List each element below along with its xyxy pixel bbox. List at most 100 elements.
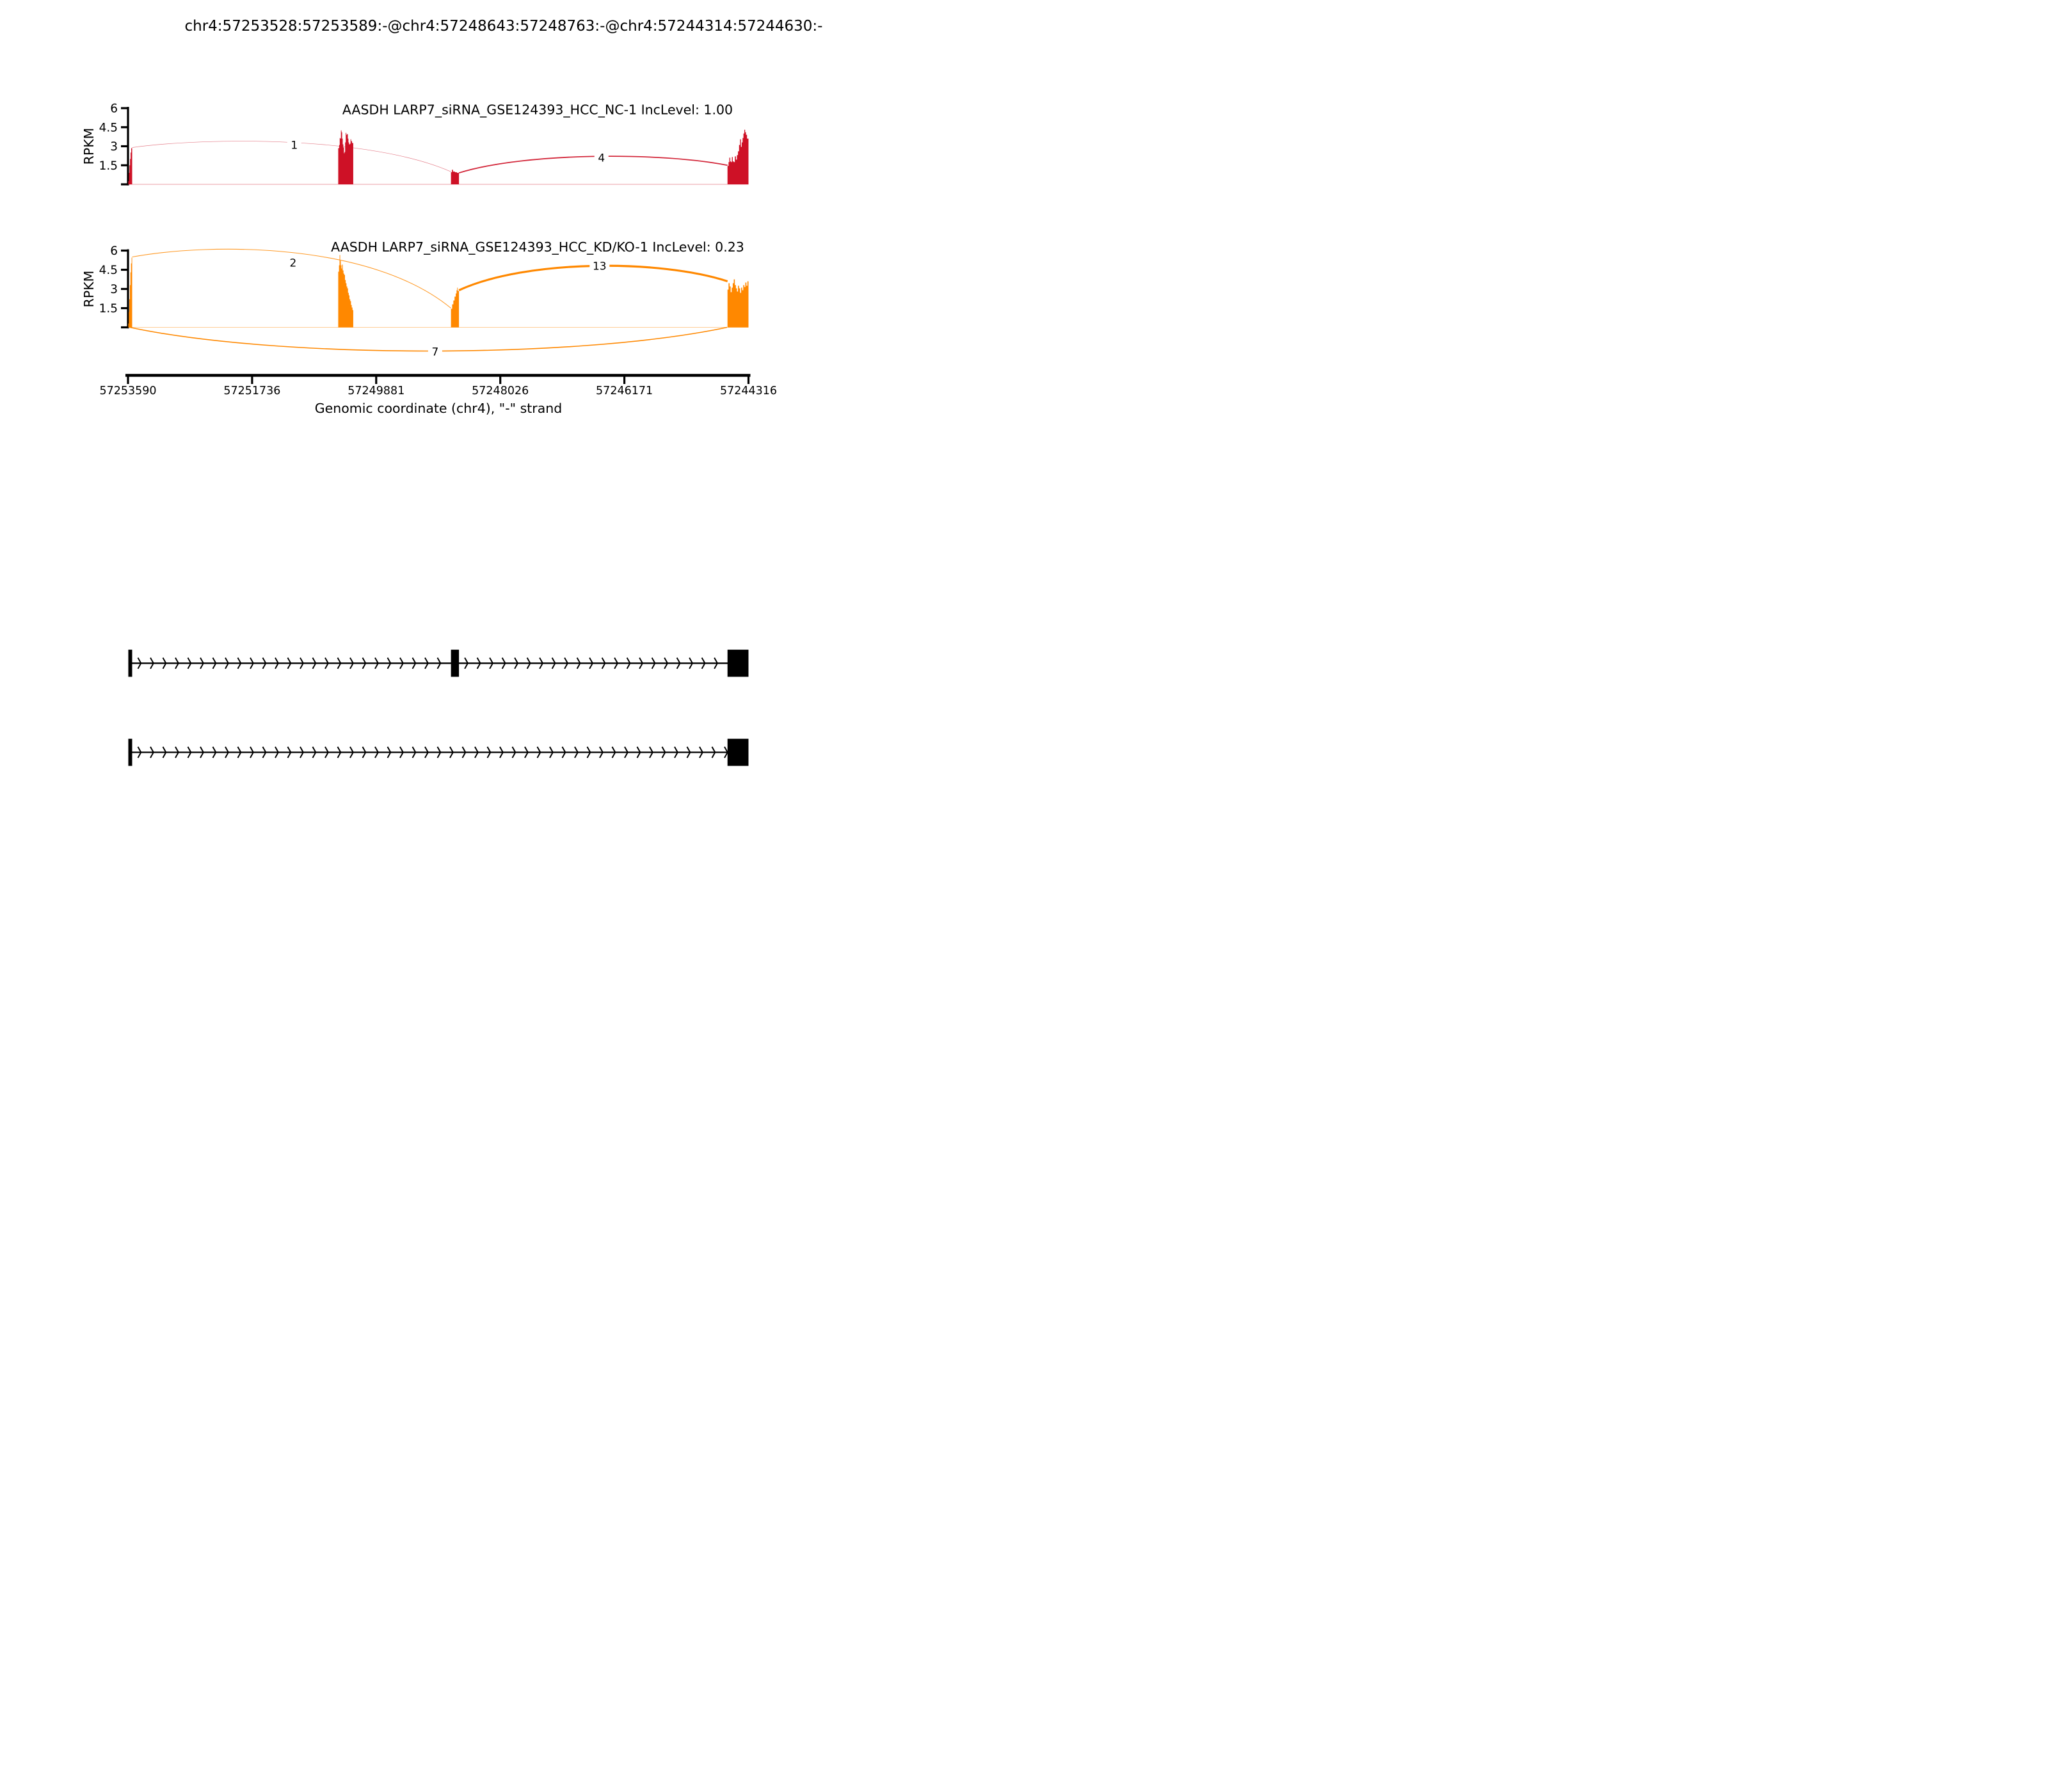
intron-arrow-chevron-right — [449, 746, 454, 758]
intron-arrow-chevron-right — [162, 657, 167, 669]
intron-arrow-chevron-right — [412, 746, 417, 758]
exon-block — [451, 650, 460, 677]
intron-arrow-chevron-right — [536, 746, 541, 758]
y-axis-tick-label: 3 — [110, 140, 118, 154]
intron-arrow-chevron-right — [551, 657, 556, 669]
coverage-exon — [727, 271, 749, 328]
y-axis-tick-label: 1.5 — [99, 159, 118, 173]
track2-y-axis: 6 4.5 3 1.5 — [99, 244, 129, 329]
intron-arrow-chevron-right — [300, 657, 304, 669]
intron-arrow-chevron-right — [237, 657, 242, 669]
junction-count-label-gap — [589, 258, 610, 272]
intron-arrow-chevron-right — [187, 657, 192, 669]
intron-arrow-chevron-right — [436, 657, 442, 669]
intron-arrow-chevron-right — [686, 746, 691, 758]
intron-arrow-chevron-right — [374, 657, 379, 669]
x-axis-tick-label: 57253590 — [99, 385, 156, 397]
intron-arrow-chevron-right — [262, 746, 267, 758]
intron-arrow-chevron-right — [162, 746, 167, 758]
y-axis-tick-label: 3 — [110, 283, 118, 296]
intron-arrow-chevron-right — [387, 657, 392, 669]
intron-arrow-chevron-right — [137, 746, 142, 758]
track1-sample-label: AASDH LARP7_siRNA_GSE124393_HCC_NC-1 Inc… — [342, 102, 733, 118]
intron-arrow-chevron-right — [626, 657, 631, 669]
junction-arc — [458, 156, 728, 174]
intron-arrow-chevron-right — [337, 746, 342, 758]
intron-arrow-chevron-right — [561, 746, 566, 758]
exon-block — [727, 650, 749, 677]
intron-arrow-chevron-right — [324, 746, 329, 758]
intron-arrow-chevron-right — [349, 657, 354, 669]
intron-arrow-chevron-right — [225, 746, 229, 758]
junction-count-label: 1 — [291, 139, 298, 152]
sashimi-plot-svg: chr4:57253528:57253589:-@chr4:57248643:5… — [81, 18, 823, 766]
intron-arrow-chevron-right — [237, 746, 242, 758]
junction-count-label-gap — [285, 255, 300, 269]
intron-arrow-chevron-right — [324, 657, 329, 669]
y-axis-tick-label: 4.5 — [99, 121, 118, 134]
intron-arrow-chevron-right — [399, 746, 404, 758]
intron-arrow-chevron-right — [539, 657, 544, 669]
exon-block — [727, 739, 749, 766]
intron-arrow-chevron-right — [661, 746, 666, 758]
intron-arrow-chevron-right — [651, 657, 656, 669]
track2-group: AASDH LARP7_siRNA_GSE124393_HCC_KD/KO-1 … — [81, 239, 749, 359]
intron-arrow-chevron-right — [300, 746, 304, 758]
coverage-exon — [338, 255, 353, 328]
intron-arrow-chevron-right — [212, 657, 217, 669]
junction-count-label-gap — [287, 137, 301, 151]
intron-arrow-chevron-right — [586, 746, 591, 758]
y-axis-tick-label: 6 — [110, 102, 118, 116]
intron-arrow-chevron-right — [399, 657, 404, 669]
intron-arrow-chevron-right — [187, 746, 192, 758]
intron-arrow-chevron-right — [624, 746, 628, 758]
junction-count-label: 4 — [598, 152, 605, 164]
intron-arrow-chevron-right — [514, 657, 519, 669]
intron-arrow-chevron-right — [150, 657, 154, 669]
intron-arrow-chevron-right — [689, 657, 694, 669]
coverage-exon — [338, 130, 353, 184]
intron-arrow-chevron-right — [576, 657, 581, 669]
intron-arrow-chevron-right — [412, 657, 417, 669]
intron-arrow-chevron-right — [636, 746, 641, 758]
intron-arrow-chevron-right — [511, 746, 516, 758]
intron-arrow-chevron-right — [699, 746, 703, 758]
junction-count-label: 13 — [593, 260, 607, 273]
isoform-skipping — [128, 739, 749, 766]
intron-arrow-chevron-right — [337, 657, 342, 669]
intron-arrow-chevron-right — [312, 657, 317, 669]
intron-arrow-chevron-right — [275, 746, 279, 758]
x-axis-tick-label: 57246171 — [596, 385, 653, 397]
intron-arrow-chevron-right — [664, 657, 669, 669]
junction-count-label-gap — [594, 150, 609, 164]
intron-arrow-chevron-right — [639, 657, 644, 669]
intron-arrow-chevron-right — [486, 746, 492, 758]
coverage-exon — [451, 287, 460, 328]
intron-arrow-chevron-right — [711, 746, 716, 758]
intron-arrow-chevron-right — [200, 746, 204, 758]
intron-arrow-chevron-right — [287, 657, 292, 669]
track1-coverage-and-junctions: 14 — [128, 129, 749, 185]
y-axis-tick-label: 6 — [110, 244, 118, 258]
exon-block — [128, 650, 132, 677]
intron-arrow-chevron-right — [349, 746, 354, 758]
intron-arrow-chevron-right — [150, 746, 154, 758]
intron-arrow-chevron-right — [225, 657, 229, 669]
track1-group: AASDH LARP7_siRNA_GSE124393_HCC_NC-1 Inc… — [81, 102, 749, 186]
intron-arrow-chevron-right — [601, 657, 606, 669]
x-axis-label: Genomic coordinate (chr4), "-" strand — [315, 401, 563, 416]
intron-arrow-chevron-right — [501, 657, 506, 669]
x-axis-ticks: 57253590 57251736 57249881 57248026 57246171… — [99, 374, 777, 397]
intron-arrow-chevron-right — [564, 657, 569, 669]
intron-arrow-chevron-right — [137, 657, 142, 669]
intron-arrow-chevron-right — [374, 746, 379, 758]
intron-arrow-chevron-right — [549, 746, 554, 758]
x-axis-tick-label: 57244316 — [720, 385, 777, 397]
intron-arrow-chevron-right — [599, 746, 604, 758]
intron-arrow-chevron-right — [212, 746, 217, 758]
figure-title: chr4:57253528:57253589:-@chr4:57248643:5… — [185, 18, 823, 35]
track1-y-axis: 6 4.5 3 1.5 — [99, 102, 129, 186]
intron-arrow-chevron-right — [674, 746, 678, 758]
track2-rpkm-axis-label: RPKM — [81, 271, 97, 308]
intron-arrow-chevron-right — [649, 746, 653, 758]
